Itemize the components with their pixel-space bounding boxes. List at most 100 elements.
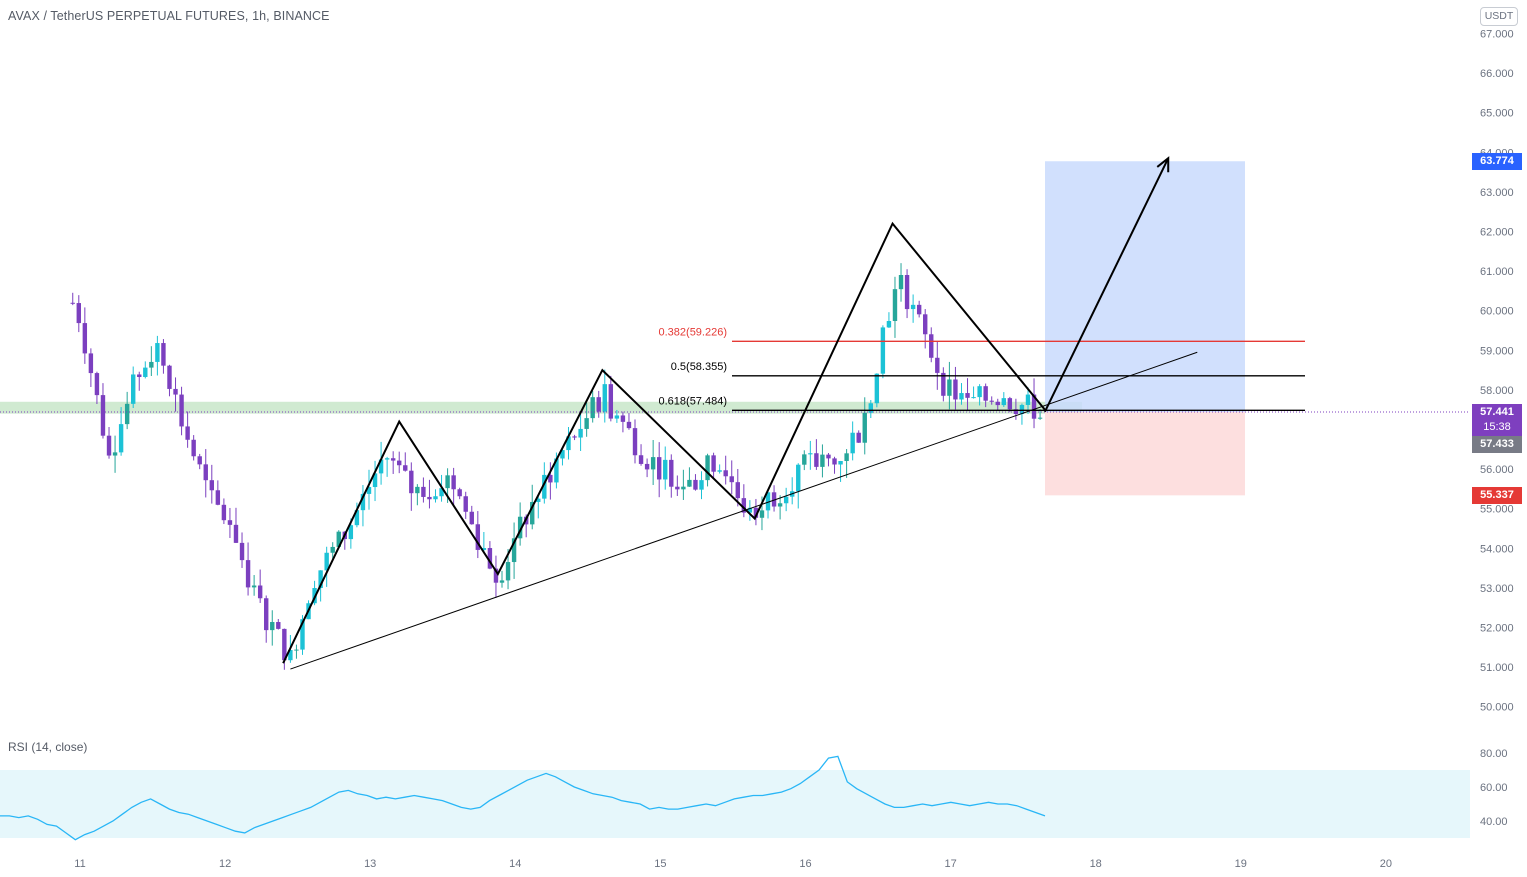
candle-body (995, 401, 1000, 406)
candle-body (1037, 417, 1043, 419)
candle-body (862, 412, 867, 443)
candle-body (747, 507, 753, 513)
candle-body (88, 353, 94, 374)
chart-title: AVAX / TetherUS PERPETUAL FUTURES, 1h, B… (8, 9, 330, 23)
candle-body (257, 585, 263, 599)
candle-body (451, 475, 456, 490)
candle-body (741, 498, 747, 513)
candle-body (233, 524, 239, 543)
candle-body (947, 379, 952, 396)
candle-body (469, 511, 474, 525)
rsi-axis-tick: 60.00 (1480, 782, 1508, 794)
candle-body (397, 460, 402, 466)
candle-body (76, 303, 81, 324)
candle-body (584, 418, 589, 429)
candle-body (566, 436, 571, 451)
candle-body (590, 397, 595, 419)
candle-body (971, 397, 976, 399)
candle-body (173, 388, 178, 395)
price-axis-tick: 52.000 (1480, 623, 1514, 635)
currency-button[interactable]: USDT (1480, 7, 1518, 26)
candle-body (82, 323, 88, 354)
candle-body (711, 455, 716, 472)
candle-body (1025, 394, 1031, 405)
candle-body (898, 275, 904, 290)
candle-body (578, 428, 583, 438)
candle-body (100, 395, 106, 436)
price-axis-tick: 55.000 (1480, 504, 1514, 516)
projection-arrow (1044, 157, 1170, 413)
candle-body (820, 454, 825, 467)
candle-body (989, 400, 994, 402)
candle-body (354, 510, 360, 526)
candle-body (251, 585, 257, 588)
candle-body (493, 568, 499, 583)
candle-body (669, 459, 674, 487)
candle-body (983, 386, 988, 401)
candle-body (463, 496, 468, 512)
candle-body (596, 397, 601, 412)
candle-body (644, 463, 650, 470)
candle-body (70, 302, 75, 304)
candle-body (264, 598, 269, 631)
candle-body (717, 470, 722, 472)
price-axis-tick: 60.000 (1480, 306, 1514, 318)
date-axis-tick: 15 (654, 858, 666, 870)
current-price-tag: 57.441 (1472, 403, 1522, 421)
candle-body (765, 492, 771, 511)
candle-body (457, 489, 462, 497)
candle-body (681, 486, 686, 490)
candle-body (965, 393, 970, 398)
candle-body (826, 454, 831, 459)
candle-body (536, 498, 541, 502)
candle-body (735, 482, 740, 499)
price-axis-tick: 61.000 (1480, 266, 1514, 278)
price-axis-tick: 63.000 (1480, 187, 1514, 199)
candle-body (445, 475, 450, 489)
candle-body (209, 480, 214, 491)
candle-body (953, 379, 958, 400)
candle-body (149, 361, 154, 368)
rsi-axis-tick: 40.00 (1480, 816, 1508, 828)
candle-body (324, 552, 329, 571)
candle-body (155, 343, 160, 362)
candle-body (161, 343, 166, 366)
candle-body (608, 384, 614, 419)
candle-body (602, 384, 607, 412)
candle-body (904, 275, 910, 310)
candle-body (699, 480, 704, 490)
candle-body (227, 520, 233, 525)
candle-body (366, 487, 372, 494)
date-axis-tick: 20 (1380, 858, 1392, 870)
candle-body (421, 486, 426, 497)
candle-body (923, 314, 928, 335)
candle-body (1013, 409, 1019, 415)
candle-body (850, 432, 855, 454)
candle-body (403, 465, 408, 471)
rsi-line (0, 755, 1046, 841)
candle-body (650, 457, 656, 470)
candle-body (663, 459, 668, 480)
candle-body (838, 460, 843, 465)
candle-body (239, 542, 245, 561)
candle-body (802, 454, 807, 465)
candle-body (771, 492, 777, 507)
candles-group (70, 263, 1043, 670)
date-axis-tick: 11 (74, 858, 85, 870)
candle-body (300, 619, 305, 650)
candle-body (753, 507, 759, 518)
trendline (290, 351, 1198, 670)
candle-body (759, 510, 765, 518)
candle-body (572, 436, 577, 438)
candle-body (808, 453, 813, 455)
candle-body (614, 415, 620, 419)
candle-body (197, 456, 202, 465)
candle-body (941, 372, 946, 396)
date-axis-tick: 13 (364, 858, 376, 870)
candle-body (723, 470, 728, 477)
candle-body (832, 458, 837, 465)
date-axis-tick: 16 (799, 858, 811, 870)
candle-body (215, 490, 221, 505)
candle-body (131, 374, 136, 404)
